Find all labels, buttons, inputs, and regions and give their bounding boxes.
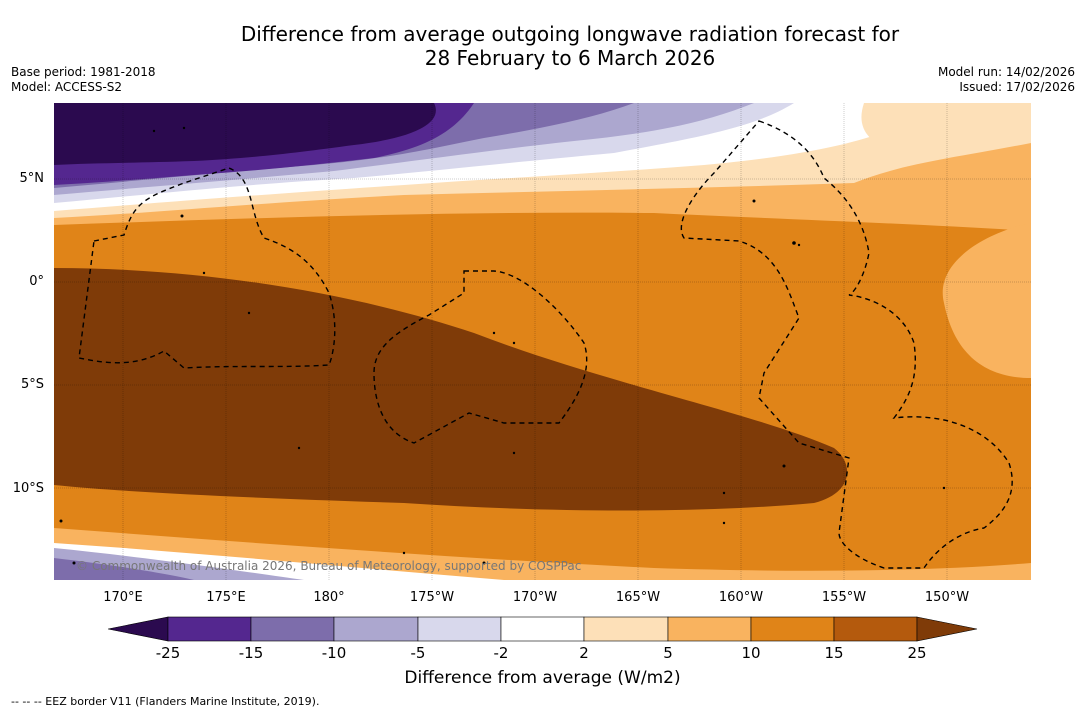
lon-label-170e: 170°E bbox=[103, 590, 143, 605]
cb-tick-9: 15 bbox=[824, 644, 844, 662]
colorbar-seg-4 bbox=[417, 616, 502, 642]
gridlines bbox=[54, 103, 1031, 580]
cb-tick-8: 10 bbox=[741, 644, 761, 662]
colorbar-seg-8 bbox=[750, 616, 835, 642]
lon-label-150w: 150°W bbox=[924, 590, 970, 605]
title-line-2: 28 February to 6 March 2026 bbox=[424, 46, 716, 70]
colorbar-seg-3 bbox=[333, 616, 419, 642]
band-purple-dark bbox=[54, 103, 436, 165]
cb-tick-3: -10 bbox=[321, 644, 347, 662]
lon-label-160w: 160°W bbox=[718, 590, 764, 605]
olr-anomaly-map bbox=[54, 103, 1031, 580]
cb-tick-7: 5 bbox=[663, 644, 673, 662]
colorbar-seg-5 bbox=[500, 616, 585, 642]
band-purple-dark-south bbox=[54, 558, 194, 580]
band-orange-2-5-east bbox=[861, 103, 1031, 159]
colorbar-label: Difference from average (W/m2) bbox=[404, 668, 681, 688]
islands bbox=[59, 126, 946, 565]
model-run: Model run: 14/02/2026 bbox=[937, 65, 1075, 79]
lon-label-180: 180° bbox=[313, 590, 345, 605]
lon-label-165w: 165°W bbox=[615, 590, 661, 605]
cb-tick-5: -2 bbox=[493, 644, 509, 662]
cb-tick-10: 25 bbox=[907, 644, 927, 662]
chart-title: Difference from average outgoing longwav… bbox=[0, 22, 1085, 70]
colorbar-arrow-right bbox=[916, 616, 978, 642]
eez-footnote: -- -- -- EEZ border V11 (Flanders Marine… bbox=[11, 695, 320, 708]
cb-tick-2: -15 bbox=[238, 644, 264, 662]
lon-label-175w: 175°W bbox=[409, 590, 455, 605]
band-dark-anomaly bbox=[54, 268, 848, 511]
colorbar-seg-6 bbox=[583, 616, 669, 642]
colorbar-seg-2 bbox=[250, 616, 335, 642]
cb-tick-6: 2 bbox=[579, 644, 589, 662]
lat-label-0: 0° bbox=[29, 274, 44, 289]
lon-label-155w: 155°W bbox=[821, 590, 867, 605]
model-name: Model: ACCESS-S2 bbox=[11, 80, 123, 94]
lat-label-10s: 10°S bbox=[12, 481, 44, 496]
colorbar bbox=[107, 615, 978, 647]
band-orange-5-10-east bbox=[942, 103, 1031, 378]
copyright-notice: © Commonwealth of Australia 2026, Bureau… bbox=[76, 559, 582, 573]
colorbar-arrow-left bbox=[107, 616, 169, 642]
eez-borders bbox=[78, 120, 1013, 569]
meta-right: Model run: 14/02/2026 Issued: 17/02/2026 bbox=[938, 65, 1075, 95]
lat-label-5s: 5°S bbox=[20, 377, 44, 392]
issued-date: Issued: 17/02/2026 bbox=[959, 80, 1075, 94]
cb-tick-4: -5 bbox=[410, 644, 426, 662]
cb-tick-1: -25 bbox=[155, 644, 181, 662]
colorbar-seg-7 bbox=[667, 616, 752, 642]
base-period: Base period: 1981-2018 bbox=[11, 65, 156, 79]
meta-left: Base period: 1981-2018 Model: ACCESS-S2 bbox=[11, 65, 156, 95]
colorbar-seg-9 bbox=[833, 616, 918, 642]
colorbar-svg bbox=[107, 616, 978, 642]
lat-label-5n: 5°N bbox=[19, 171, 45, 186]
lon-label-175e: 175°E bbox=[206, 590, 246, 605]
title-line-1: Difference from average outgoing longwav… bbox=[240, 22, 900, 46]
colorbar-seg-1 bbox=[167, 616, 252, 642]
lon-label-170w: 170°W bbox=[512, 590, 558, 605]
map-svg bbox=[54, 103, 1031, 580]
